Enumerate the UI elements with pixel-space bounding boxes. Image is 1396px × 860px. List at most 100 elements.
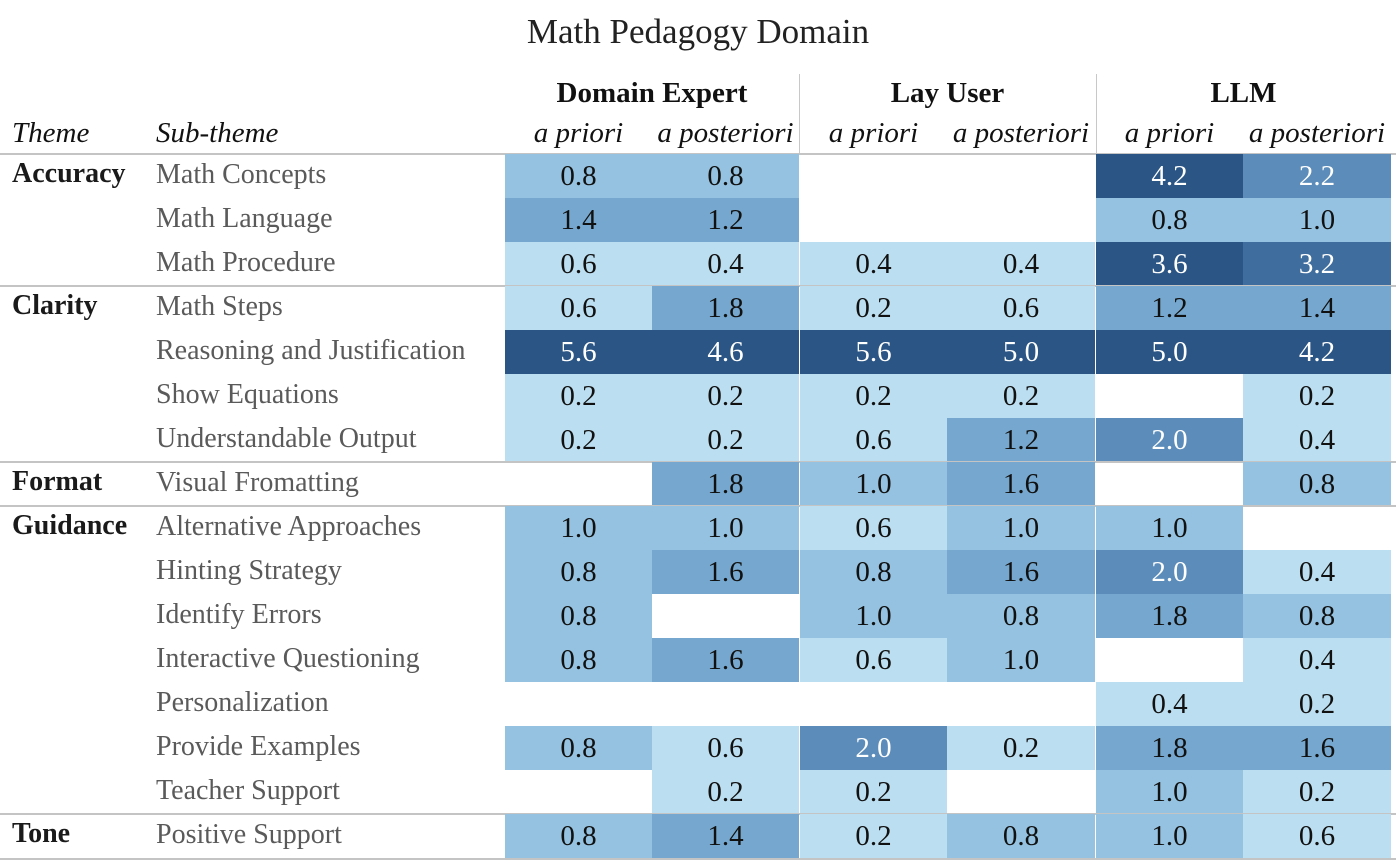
heatmap-cell: 0.2 [947,374,1095,418]
heatmap-cell: 0.2 [505,418,652,462]
sub-theme-label: Show Equations [156,379,339,410]
heatmap-cell: 0.8 [505,594,652,638]
heatmap-cell: 2.2 [1243,154,1391,198]
sub-theme-label: Positive Support [156,819,342,850]
heatmap-cell: 1.8 [1096,594,1243,638]
sub-theme-label: Math Steps [156,291,283,322]
heatmap-cell: 0.2 [1243,374,1391,418]
heatmap-cell: 0.4 [1243,638,1391,682]
heatmap-cell: 1.4 [652,814,799,858]
heatmap-cell: 5.6 [505,330,652,374]
sub-theme-label: Math Concepts [156,159,327,190]
group-header-llm: LLM [1210,77,1277,109]
sub-theme-label: Reasoning and Justification [156,335,466,366]
heatmap-cell: 1.4 [1243,286,1391,330]
heatmap-cell: 0.8 [505,814,652,858]
heatmap-cell: 1.0 [1096,814,1243,858]
heatmap-cell: 1.6 [1243,726,1391,770]
heatmap-cell: 0.4 [1243,418,1391,462]
theme-label: Clarity [12,290,98,321]
heatmap-cell [947,154,1095,198]
sub-theme-label: Hinting Strategy [156,555,342,586]
heatmap-cell: 3.6 [1096,242,1243,286]
heatmap-cell: 1.6 [947,462,1095,506]
sub-theme-label: Provide Examples [156,731,361,762]
heatmap-cell: 2.0 [800,726,947,770]
heatmap-cell: 1.6 [652,550,799,594]
heatmap-cell: 2.0 [1096,418,1243,462]
heatmap-cell: 2.0 [1096,550,1243,594]
col-header-lay-a-posteriori: a posteriori [952,117,1090,149]
heatmap-cell: 0.8 [947,594,1095,638]
heatmap-cell: 0.8 [947,814,1095,858]
sub-theme-label: Identify Errors [156,599,322,630]
heatmap-cell: 0.8 [505,638,652,682]
heatmap-cell [800,682,947,726]
heatmap-cell: 0.4 [947,242,1095,286]
heatmap-cell: 1.8 [652,462,799,506]
heatmap-cell: 1.4 [505,198,652,242]
heatmap-cell [947,770,1095,814]
heatmap-cell: 0.8 [1243,462,1391,506]
heatmap-cell: 0.8 [1243,594,1391,638]
heatmap-cell [505,682,652,726]
heatmap-cell: 0.2 [1243,770,1391,814]
sub-theme-label: Visual Fromatting [156,467,359,498]
heatmap-cell: 1.0 [947,638,1095,682]
heatmap-cell: 1.0 [1096,506,1243,550]
heatmap-cell: 1.2 [947,418,1095,462]
heatmap-cell: 1.0 [1096,770,1243,814]
heatmap-cell: 0.2 [652,418,799,462]
heatmap-cell: 3.2 [1243,242,1391,286]
heatmap-cell [1096,638,1243,682]
heatmap-cell: 5.0 [1096,330,1243,374]
heatmap-cell: 0.2 [505,374,652,418]
heatmap-cell: 0.2 [947,726,1095,770]
heatmap-cell: 1.0 [505,506,652,550]
heatmap-cell: 0.6 [947,286,1095,330]
heatmap-cell: 0.4 [652,242,799,286]
col-header-expert-a-priori: a priori [533,117,624,149]
heatmap-cell: 5.0 [947,330,1095,374]
sub-theme-label: Teacher Support [156,775,340,806]
heatmap-cell: 0.6 [800,638,947,682]
group-header-domain-expert: Domain Expert [556,77,748,109]
heatmap-cell: 0.8 [652,154,799,198]
theme-label: Tone [12,818,71,849]
heatmap-cell: 1.8 [1096,726,1243,770]
header-divider [1096,74,1097,154]
heatmap-cell [800,198,947,242]
heatmap-cell: 1.0 [947,506,1095,550]
theme-label: Guidance [12,510,128,541]
header-divider [799,74,800,154]
heatmap-cell [505,770,652,814]
sub-theme-label: Math Procedure [156,247,336,278]
sub-theme-label: Math Language [156,203,333,234]
heatmap-cell: 0.6 [800,418,947,462]
heatmap-cell: 4.6 [652,330,799,374]
heatmap-cell: 0.2 [800,374,947,418]
heatmap-cell: 0.2 [800,814,947,858]
heatmap-cell: 5.6 [800,330,947,374]
sub-theme-column-header: Sub-theme [156,117,279,149]
heatmap-cell [1096,374,1243,418]
heatmap-cell [652,682,799,726]
col-header-llm-a-priori: a priori [1124,117,1215,149]
col-header-llm-a-posteriori: a posteriori [1248,117,1386,149]
heatmap-cell [947,198,1095,242]
heatmap-cell: 0.2 [800,286,947,330]
chart-title: Math Pedagogy Domain [526,12,870,51]
heatmap-cell [652,594,799,638]
heatmap-cell [1243,506,1391,550]
heatmap-cell: 0.8 [800,550,947,594]
heatmap-cell: 1.0 [1243,198,1391,242]
sub-theme-label: Interactive Questioning [156,643,420,674]
heatmap-cell: 0.8 [505,550,652,594]
heatmap-cell: 1.0 [800,462,947,506]
heatmap-cell: 0.2 [652,374,799,418]
sub-theme-label: Personalization [156,687,329,718]
theme-column-header: Theme [12,117,90,149]
heatmap-cell [947,682,1095,726]
heatmap-cell: 1.8 [652,286,799,330]
heatmap-cell: 0.4 [1096,682,1243,726]
